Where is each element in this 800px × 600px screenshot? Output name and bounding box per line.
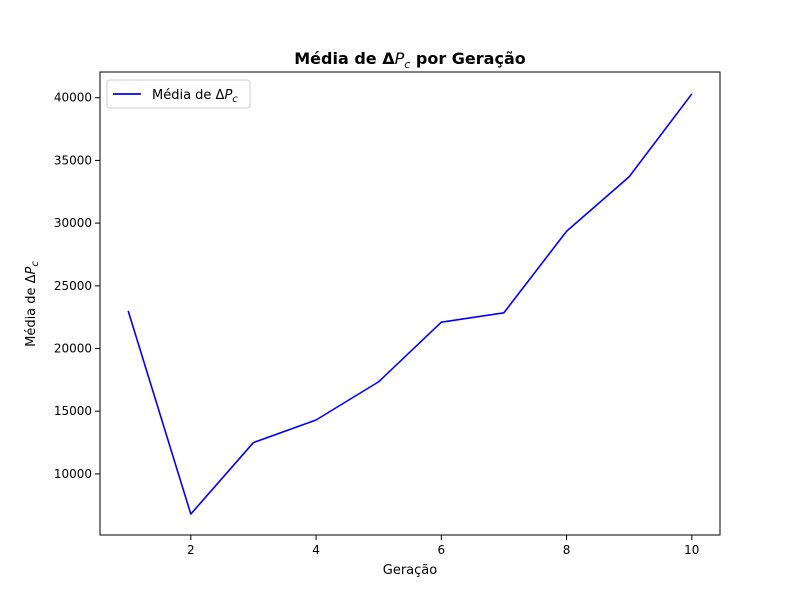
x-tick-label: 2: [187, 543, 195, 557]
x-tick-label: 8: [563, 543, 571, 557]
y-tick-label: 40000: [54, 91, 92, 105]
x-tick-label: 4: [312, 543, 320, 557]
x-tick-label: 6: [437, 543, 445, 557]
x-axis-ticks: 2 4 6 8 10: [187, 535, 699, 557]
series-line: [127, 93, 693, 515]
y-axis-label: Média de ΔPc: [24, 261, 41, 347]
y-tick-label: 25000: [54, 279, 92, 293]
legend-label: Média de ΔPc: [152, 88, 238, 105]
y-axis-ticks: 10000 15000 20000 25000 30000 35000 40000: [54, 91, 100, 481]
y-tick-label: 10000: [54, 467, 92, 481]
y-tick-label: 15000: [54, 404, 92, 418]
y-tick-label: 20000: [54, 342, 92, 356]
plot-area: [127, 93, 693, 515]
chart-title: Média de ΔPc por Geração: [294, 49, 525, 71]
y-tick-label: 30000: [54, 216, 92, 230]
y-tick-label: 35000: [54, 153, 92, 167]
axes-frame: [99, 71, 721, 536]
x-axis-label: Geração: [383, 563, 437, 578]
legend: Média de ΔPc: [106, 79, 251, 109]
legend-box: [106, 79, 251, 109]
x-tick-label: 10: [684, 543, 699, 557]
